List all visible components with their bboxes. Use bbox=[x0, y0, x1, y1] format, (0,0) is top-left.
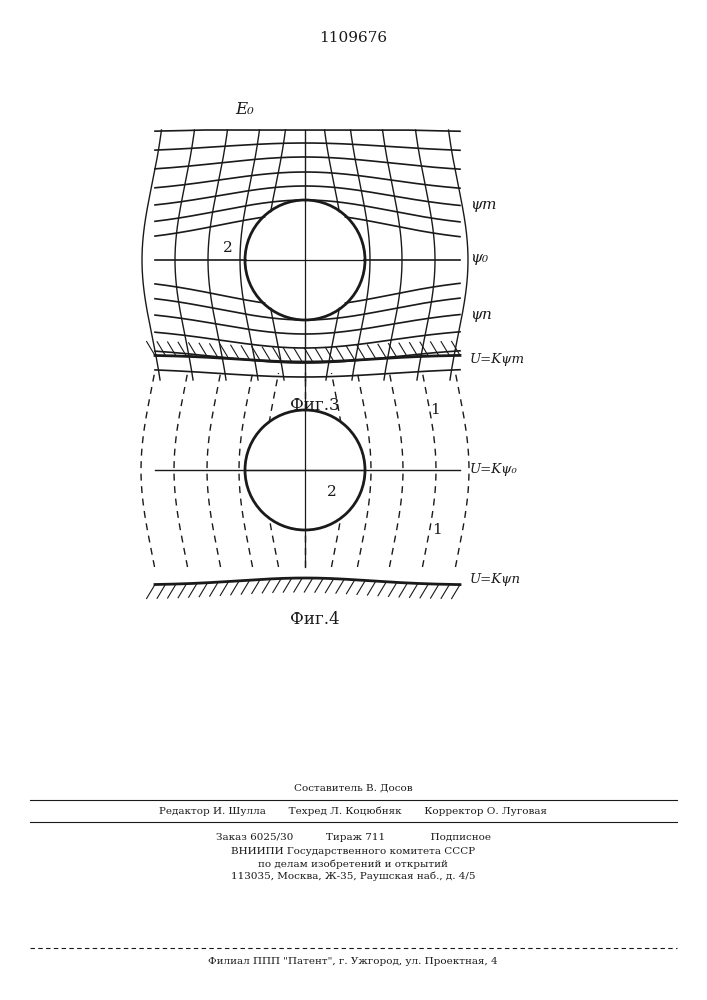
Text: Составитель В. Досов: Составитель В. Досов bbox=[293, 784, 412, 792]
Text: Заказ 6025/30          Тираж 711              Подписное: Заказ 6025/30 Тираж 711 Подписное bbox=[216, 834, 491, 842]
Text: U=Kψ₀: U=Kψ₀ bbox=[470, 464, 518, 477]
Text: Филиал ППП "Патент", г. Ужгород, ул. Проектная, 4: Филиал ППП "Патент", г. Ужгород, ул. Про… bbox=[208, 958, 498, 966]
Text: Фиг.3: Фиг.3 bbox=[290, 396, 340, 414]
Text: по делам изобретений и открытий: по делам изобретений и открытий bbox=[258, 859, 448, 869]
Text: 1109676: 1109676 bbox=[319, 31, 387, 45]
Text: U=Kψn: U=Kψn bbox=[470, 574, 521, 586]
Text: ψm: ψm bbox=[470, 198, 496, 212]
Text: Фиг.4: Фиг.4 bbox=[290, 611, 340, 629]
Text: U=Kψm: U=Kψm bbox=[470, 354, 525, 366]
Text: 1: 1 bbox=[430, 403, 440, 417]
Text: ψ₀: ψ₀ bbox=[470, 251, 488, 265]
Text: 2: 2 bbox=[223, 241, 233, 255]
Text: Редактор И. Шулла       Техред Л. Коцюбняк       Корректор О. Луговая: Редактор И. Шулла Техред Л. Коцюбняк Кор… bbox=[159, 806, 547, 816]
Text: 1: 1 bbox=[432, 523, 442, 537]
Text: 2: 2 bbox=[327, 485, 337, 499]
Text: 113035, Москва, Ж-35, Раушская наб., д. 4/5: 113035, Москва, Ж-35, Раушская наб., д. … bbox=[230, 871, 475, 881]
Text: ВНИИПИ Государственного комитета СССР: ВНИИПИ Государственного комитета СССР bbox=[231, 848, 475, 856]
Text: E₀: E₀ bbox=[235, 101, 255, 118]
Text: ψn: ψn bbox=[470, 308, 492, 322]
